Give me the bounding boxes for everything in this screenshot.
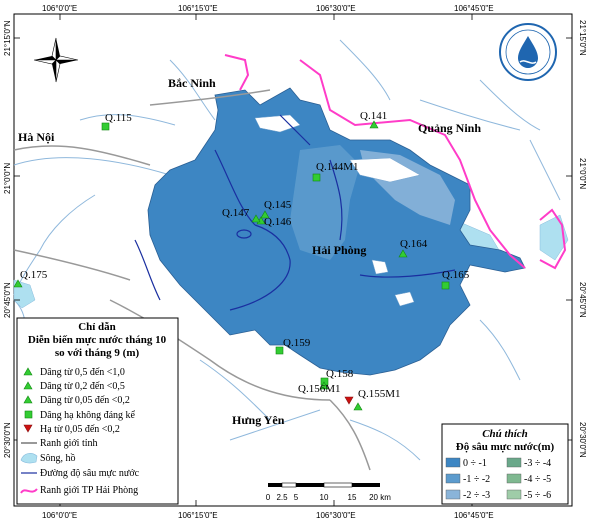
grid-bottom-label: 106°15'0"E (178, 511, 218, 520)
place-bac-ninh: Bắc Ninh (168, 76, 216, 90)
station-q175: Q.175 (13, 269, 48, 288)
svg-text:Q.141: Q.141 (360, 110, 387, 122)
grid-right-label: 20°45'0"N (578, 282, 587, 318)
depth-swatch (506, 473, 522, 484)
svg-text:Q.158: Q.158 (326, 368, 354, 380)
legend-title: Chỉ dẫn (78, 321, 116, 333)
legend-symbol-rise-02-05 (23, 381, 33, 390)
svg-text:Q.147: Q.147 (222, 207, 250, 219)
scale-tick-label: 10 (320, 493, 329, 502)
svg-text:Q.164: Q.164 (400, 238, 428, 250)
legend-symbol-water (20, 453, 38, 464)
depth-swatch (445, 473, 461, 484)
svg-text:Q.175: Q.175 (20, 269, 48, 281)
depth-contours (134, 114, 456, 311)
station-q141: Q.141 (360, 110, 387, 129)
svg-text:Q.145: Q.145 (264, 199, 292, 211)
station-q144m1: Q.144M1 (312, 161, 358, 182)
legend-symbol-fall (23, 424, 33, 433)
legend-item: Dâng từ 0,05 đến <0,2 (40, 395, 130, 406)
depth-class-label: 0 ÷ -1 (463, 458, 487, 469)
legend-symbol-rise-005-02 (23, 395, 33, 404)
legend-symbol-city-boundary (20, 488, 38, 494)
legend-box: Chỉ dẫn Diễn biến mực nước tháng 10 so v… (16, 317, 179, 505)
grid-left-label: 20°30'0"N (3, 422, 12, 458)
station-q155m1: Q.155M1 (344, 388, 400, 411)
legend-subtitle: so với tháng 9 (m) (55, 347, 140, 359)
svg-text:Q.165: Q.165 (442, 269, 470, 281)
legend-subtitle: Diễn biến mực nước tháng 10 (28, 334, 167, 346)
grid-right-label: 21°15'0"N (578, 20, 587, 56)
depth-class-label: -1 ÷ -2 (463, 474, 490, 485)
legend-item: Dâng từ 0,5 đến <1,0 (40, 367, 125, 378)
grid-right-label: 21°0'0"N (578, 158, 587, 189)
scale-tick-label: 15 (348, 493, 357, 502)
depth-legend-title: Chú thích (482, 428, 528, 440)
grid-top-label: 106°45'0"E (454, 4, 494, 13)
depth-legend-subtitle: Độ sâu mực nước(m) (456, 441, 555, 453)
scale-tick-label: 0 (266, 493, 271, 502)
river-network (13, 39, 561, 461)
station-q165: Q.165 (441, 269, 470, 290)
place-ha-noi: Hà Nội (18, 130, 55, 144)
depth-class-label: -2 ÷ -3 (463, 490, 490, 501)
grid-top-label: 106°15'0"E (178, 4, 218, 13)
grid-top-label: 106°0'0"E (42, 4, 77, 13)
depth-class-label: -5 ÷ -6 (524, 490, 551, 501)
depth-swatch (445, 457, 461, 468)
place-hung-yen: Hưng Yên (232, 413, 285, 427)
depth-legend: Chú thích Độ sâu mực nước(m) 0 ÷ -1 -1 ÷… (441, 423, 569, 505)
scale-tick-label: 5 (294, 493, 299, 502)
agency-logo (499, 23, 557, 81)
svg-text:Q.155M1: Q.155M1 (358, 388, 400, 400)
depth-class-label: -3 ÷ -4 (524, 458, 551, 469)
grid-top-label: 106°30'0"E (316, 4, 356, 13)
scale-tick-label: 20 km (369, 493, 391, 502)
grid-bottom-label: 106°30'0"E (316, 511, 356, 520)
grid-left-label: 21°15'0"N (3, 20, 12, 56)
hai-phong-city-boundary (224, 54, 567, 270)
depth-class-label: -4 ÷ -5 (524, 474, 551, 485)
depth-swatch (506, 489, 522, 500)
legend-item: Sông, hồ (40, 453, 76, 464)
stations: Q.115 Q.141 Q.144M1 Q.145 Q.146 Q.147 Q.… (13, 110, 470, 411)
svg-text:Q.156M1: Q.156M1 (298, 383, 340, 395)
place-quang-ninh: Quảng Ninh (418, 121, 481, 135)
svg-text:Q.159: Q.159 (283, 337, 311, 349)
svg-text:Q.146: Q.146 (264, 216, 292, 228)
scale-tick-label: 2.5 (276, 493, 288, 502)
station-q164: Q.164 (398, 238, 428, 258)
legend-item: Đường độ sâu mực nước (40, 468, 140, 479)
legend-item: Dâng hạ không đáng kể (40, 410, 136, 421)
legend-item: Ranh giới tỉnh (40, 438, 98, 449)
station-q159: Q.159 (275, 337, 311, 355)
north-arrow-icon (33, 37, 79, 83)
grid-left-label: 21°0'0"N (3, 163, 12, 194)
depth-swatch (445, 489, 461, 500)
grid-left-label: 20°45'0"N (3, 282, 12, 318)
legend-item: Hạ từ 0,05 đến <0,2 (40, 424, 120, 435)
svg-text:Q.144M1: Q.144M1 (316, 161, 358, 173)
station-q145: Q.145 (260, 199, 292, 219)
station-q156m1: Q.156M1 (298, 381, 340, 395)
grid-right-label: 20°30'0"N (578, 422, 587, 458)
scale-bar: 0 2.5 5 10 15 20 km (266, 482, 391, 502)
legend-symbol-stable (24, 410, 33, 419)
grid-bottom-label: 106°45'0"E (454, 511, 494, 520)
station-q147: Q.147 (222, 207, 261, 223)
station-q115: Q.115 (101, 112, 132, 131)
svg-text:Q.115: Q.115 (105, 112, 132, 124)
unmapped-areas (254, 114, 421, 307)
grid-bottom-label: 106°0'0"E (42, 511, 77, 520)
depth-zone-1-2 (290, 145, 360, 260)
place-hai-phong: Hải Phòng (312, 243, 366, 257)
depth-swatch (506, 457, 522, 468)
legend-item: Dâng từ 0,2 đến <0,5 (40, 381, 125, 392)
legend-symbol-rise-05-10 (23, 367, 33, 376)
legend-item: Ranh giới TP Hải Phòng (40, 485, 138, 496)
